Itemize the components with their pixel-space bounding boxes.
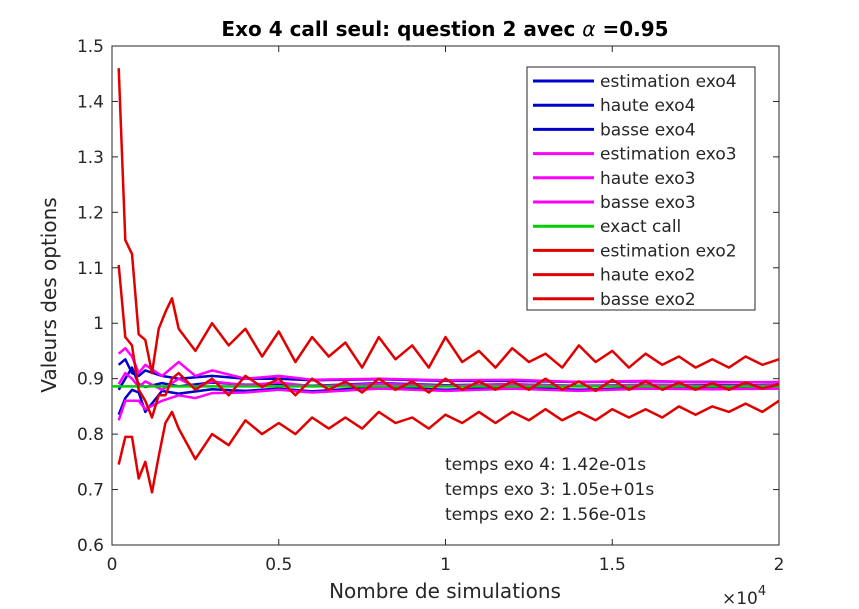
annotation-time-exo4: temps exo 4: 1.42e-01s (445, 455, 646, 475)
x-tick-label: 0 (107, 555, 118, 575)
x-tick-label: 0.5 (265, 555, 292, 575)
legend: estimation exo4 haute exo4 basse exo4 estim… (526, 66, 756, 311)
y-tick-label: 1.2 (77, 203, 104, 223)
y-tick-label: 1.1 (77, 259, 104, 279)
legend-box (526, 66, 756, 311)
series-layer (112, 68, 780, 494)
legend-entry: estimation exo4 (600, 72, 737, 92)
legend-entry: basse exo3 (600, 193, 696, 213)
y-tick-label: 0.8 (77, 425, 104, 445)
series-line-estimation-exo2 (117, 264, 780, 419)
y-tick-label: 1 (93, 314, 104, 334)
legend-entry: estimation exo3 (600, 145, 737, 165)
ticks-layer: 0 0.5 1 1.5 2 0.6 0.7 0.8 0.9 1 1.1 1.2 1.3 1.4 1.5 (77, 37, 784, 575)
y-tick-label: 0.9 (77, 370, 104, 390)
annotation-time-exo2: temps exo 2: 1.56e-01s (445, 505, 646, 525)
y-tick-label: 0.6 (77, 536, 104, 556)
annotations: temps exo 4: 1.42e-01s temps exo 3: 1.05… (445, 455, 654, 525)
x-tick-label: 1 (440, 555, 451, 575)
y-tick-label: 1.5 (77, 37, 104, 57)
legend-entry: estimation exo2 (600, 241, 737, 261)
y-tick-label: 1.3 (77, 148, 104, 168)
series-line-basse-exo2 (117, 399, 780, 494)
y-tick-label: 1.4 (77, 92, 104, 112)
legend-entry: haute exo2 (600, 266, 695, 286)
legend-entry: haute exo4 (600, 96, 695, 116)
chart-title: Exo 4 call seul: question 2 avec α =0.95 (221, 17, 668, 41)
y-tick-label: 0.7 (77, 481, 104, 501)
annotation-time-exo3: temps exo 3: 1.05e+01s (445, 480, 654, 500)
legend-entry: haute exo3 (600, 169, 695, 189)
legend-entry: basse exo4 (600, 120, 696, 140)
series-line-haute-exo2 (117, 68, 780, 375)
x-exponent: ×104 (722, 584, 766, 609)
x-tick-label: 1.5 (599, 555, 626, 575)
series-line-basse-exo3 (117, 387, 780, 421)
legend-entry: exact call (600, 217, 681, 237)
x-axis-label: Nombre de simulations (329, 579, 561, 603)
y-axis-label: Valeurs des options (37, 197, 61, 392)
x-tick-label: 2 (774, 555, 785, 575)
legend-entry: basse exo2 (600, 290, 696, 310)
